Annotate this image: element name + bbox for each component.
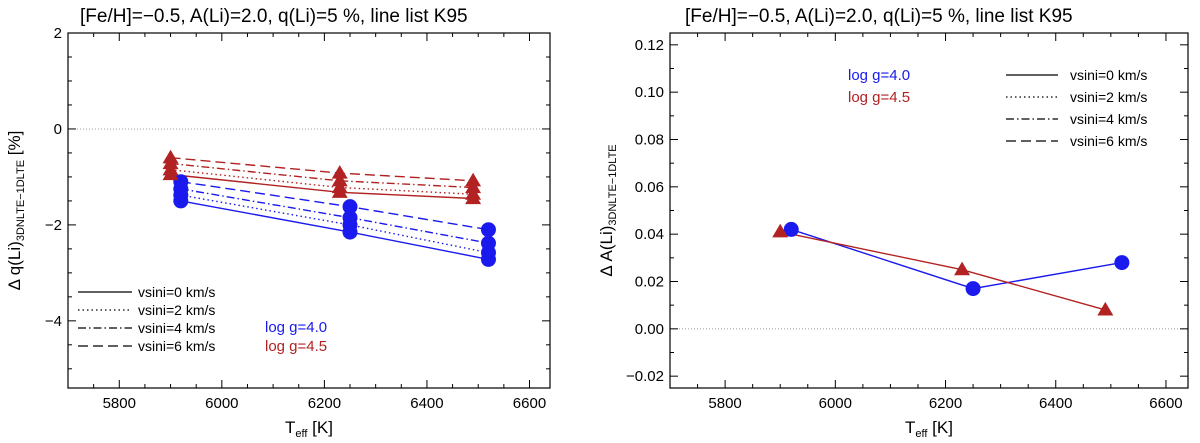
chart-panel-1: [Fe/H]=−0.5, A(Li)=2.0, q(Li)=5 %, line …: [5, 6, 551, 440]
plot-frame: [669, 32, 1189, 389]
group-label-logg40: log g=4.0: [265, 319, 327, 336]
legend-label: vsini=0 km/s: [138, 284, 215, 300]
data-point-triangle: [772, 223, 789, 238]
y-tick-label: −4: [45, 313, 62, 330]
legend-label: vsini=0 km/s: [1070, 67, 1147, 83]
x-tick-label: 6000: [205, 395, 238, 412]
x-tick-label: 5800: [103, 395, 136, 412]
series-line-logg45-vsini0: [780, 231, 1106, 311]
x-tick-label: 6000: [819, 395, 852, 412]
series-line-logg40-vsini0: [790, 228, 1123, 290]
y-axis-label-sub: 3DNLTE−1DLTE: [15, 160, 27, 241]
series-line-logg40-vsini0: [180, 200, 489, 261]
chart-panel-2: [Fe/H]=−0.5, A(Li)=2.0, q(Li)=5 %, line …: [597, 6, 1189, 440]
legend-label: vsini=4 km/s: [138, 320, 215, 336]
x-axis-label-main: T: [285, 418, 295, 437]
data-point-circle: [783, 221, 799, 237]
data-point-triangle: [954, 261, 971, 276]
data-point-triangle: [465, 172, 482, 187]
data-point-circle: [480, 235, 496, 251]
x-tick-label: 6600: [513, 395, 546, 412]
x-axis-label: Teff [K]: [285, 418, 333, 440]
legend: vsini=0 km/s vsini=2 km/s vsini=4 km/s vsin…: [1006, 67, 1147, 149]
series-line-logg45-vsini6: [170, 157, 474, 182]
data-point-triangle: [331, 165, 348, 179]
data-point-triangle: [1097, 301, 1114, 316]
legend-label: vsini=2 km/s: [138, 302, 215, 318]
y-tick-label: 0: [54, 121, 62, 138]
legend: vsini=0 km/s vsini=2 km/s vsini=4 km/s vsin…: [78, 284, 215, 354]
plot-frame: [67, 32, 551, 389]
data-point-circle: [342, 210, 358, 226]
group-label-logg45: log g=4.5: [848, 89, 910, 106]
legend-label: vsini=6 km/s: [138, 338, 215, 354]
y-axis-label-sub: 3DNLTE−1DLTE: [607, 144, 619, 225]
y-axis-label-unit: [%]: [5, 131, 24, 160]
y-axis-label-main: Δ q(Li): [5, 241, 24, 290]
data-point-circle: [1114, 255, 1130, 271]
x-tick-label: 5800: [708, 395, 741, 412]
legend-label: vsini=4 km/s: [1070, 111, 1147, 127]
x-axis-label-main: T: [905, 418, 915, 437]
x-axis-label: Teff [K]: [905, 418, 953, 440]
chart-title: [Fe/H]=−0.5, A(Li)=2.0, q(Li)=5 %, line …: [80, 6, 468, 27]
y-tick-label: −2: [45, 217, 62, 234]
x-tick-label: 6600: [1149, 395, 1182, 412]
legend-label: vsini=2 km/s: [1070, 89, 1147, 105]
y-tick-label: 0.00: [635, 321, 664, 338]
legend-label: vsini=6 km/s: [1070, 133, 1147, 149]
x-axis-label-sub: eff: [295, 428, 308, 440]
y-tick-label: 0.02: [635, 274, 664, 291]
series-line-logg45-vsini4: [170, 162, 474, 189]
x-axis-label-unit: [K]: [927, 418, 953, 437]
x-tick-label: 6400: [1039, 395, 1072, 412]
data-point-triangle: [162, 149, 179, 164]
x-tick-label: 6200: [929, 395, 962, 412]
chart-title: [Fe/H]=−0.5, A(Li)=2.0, q(Li)=5 %, line …: [685, 6, 1073, 27]
x-axis-label-unit: [K]: [307, 418, 333, 437]
x-tick-label: 6200: [308, 395, 341, 412]
x-tick-label: 6400: [410, 395, 443, 412]
y-tick-label: −0.02: [626, 368, 664, 385]
data-point-circle: [342, 199, 358, 215]
group-label-logg40: log g=4.0: [848, 67, 910, 84]
data-point-circle: [965, 281, 981, 297]
y-axis-label: Δ q(Li)3DNLTE−1DLTE [%]: [5, 131, 27, 291]
data-point-triangle: [331, 172, 348, 187]
x-axis-label-sub: eff: [915, 428, 928, 440]
y-tick-label: 0.06: [635, 179, 664, 196]
y-tick-label: 0.04: [635, 226, 664, 243]
y-axis-label: Δ A(Li)3DNLTE−1DLTE: [597, 144, 619, 276]
y-tick-label: 2: [54, 25, 62, 42]
y-axis-label-main: Δ A(Li): [597, 226, 616, 277]
y-tick-label: 0.08: [635, 132, 664, 149]
data-point-circle: [480, 222, 496, 238]
group-label-logg45: log g=4.5: [265, 338, 327, 355]
y-tick-label: 0.12: [635, 37, 664, 54]
y-tick-label: 0.10: [635, 84, 664, 101]
